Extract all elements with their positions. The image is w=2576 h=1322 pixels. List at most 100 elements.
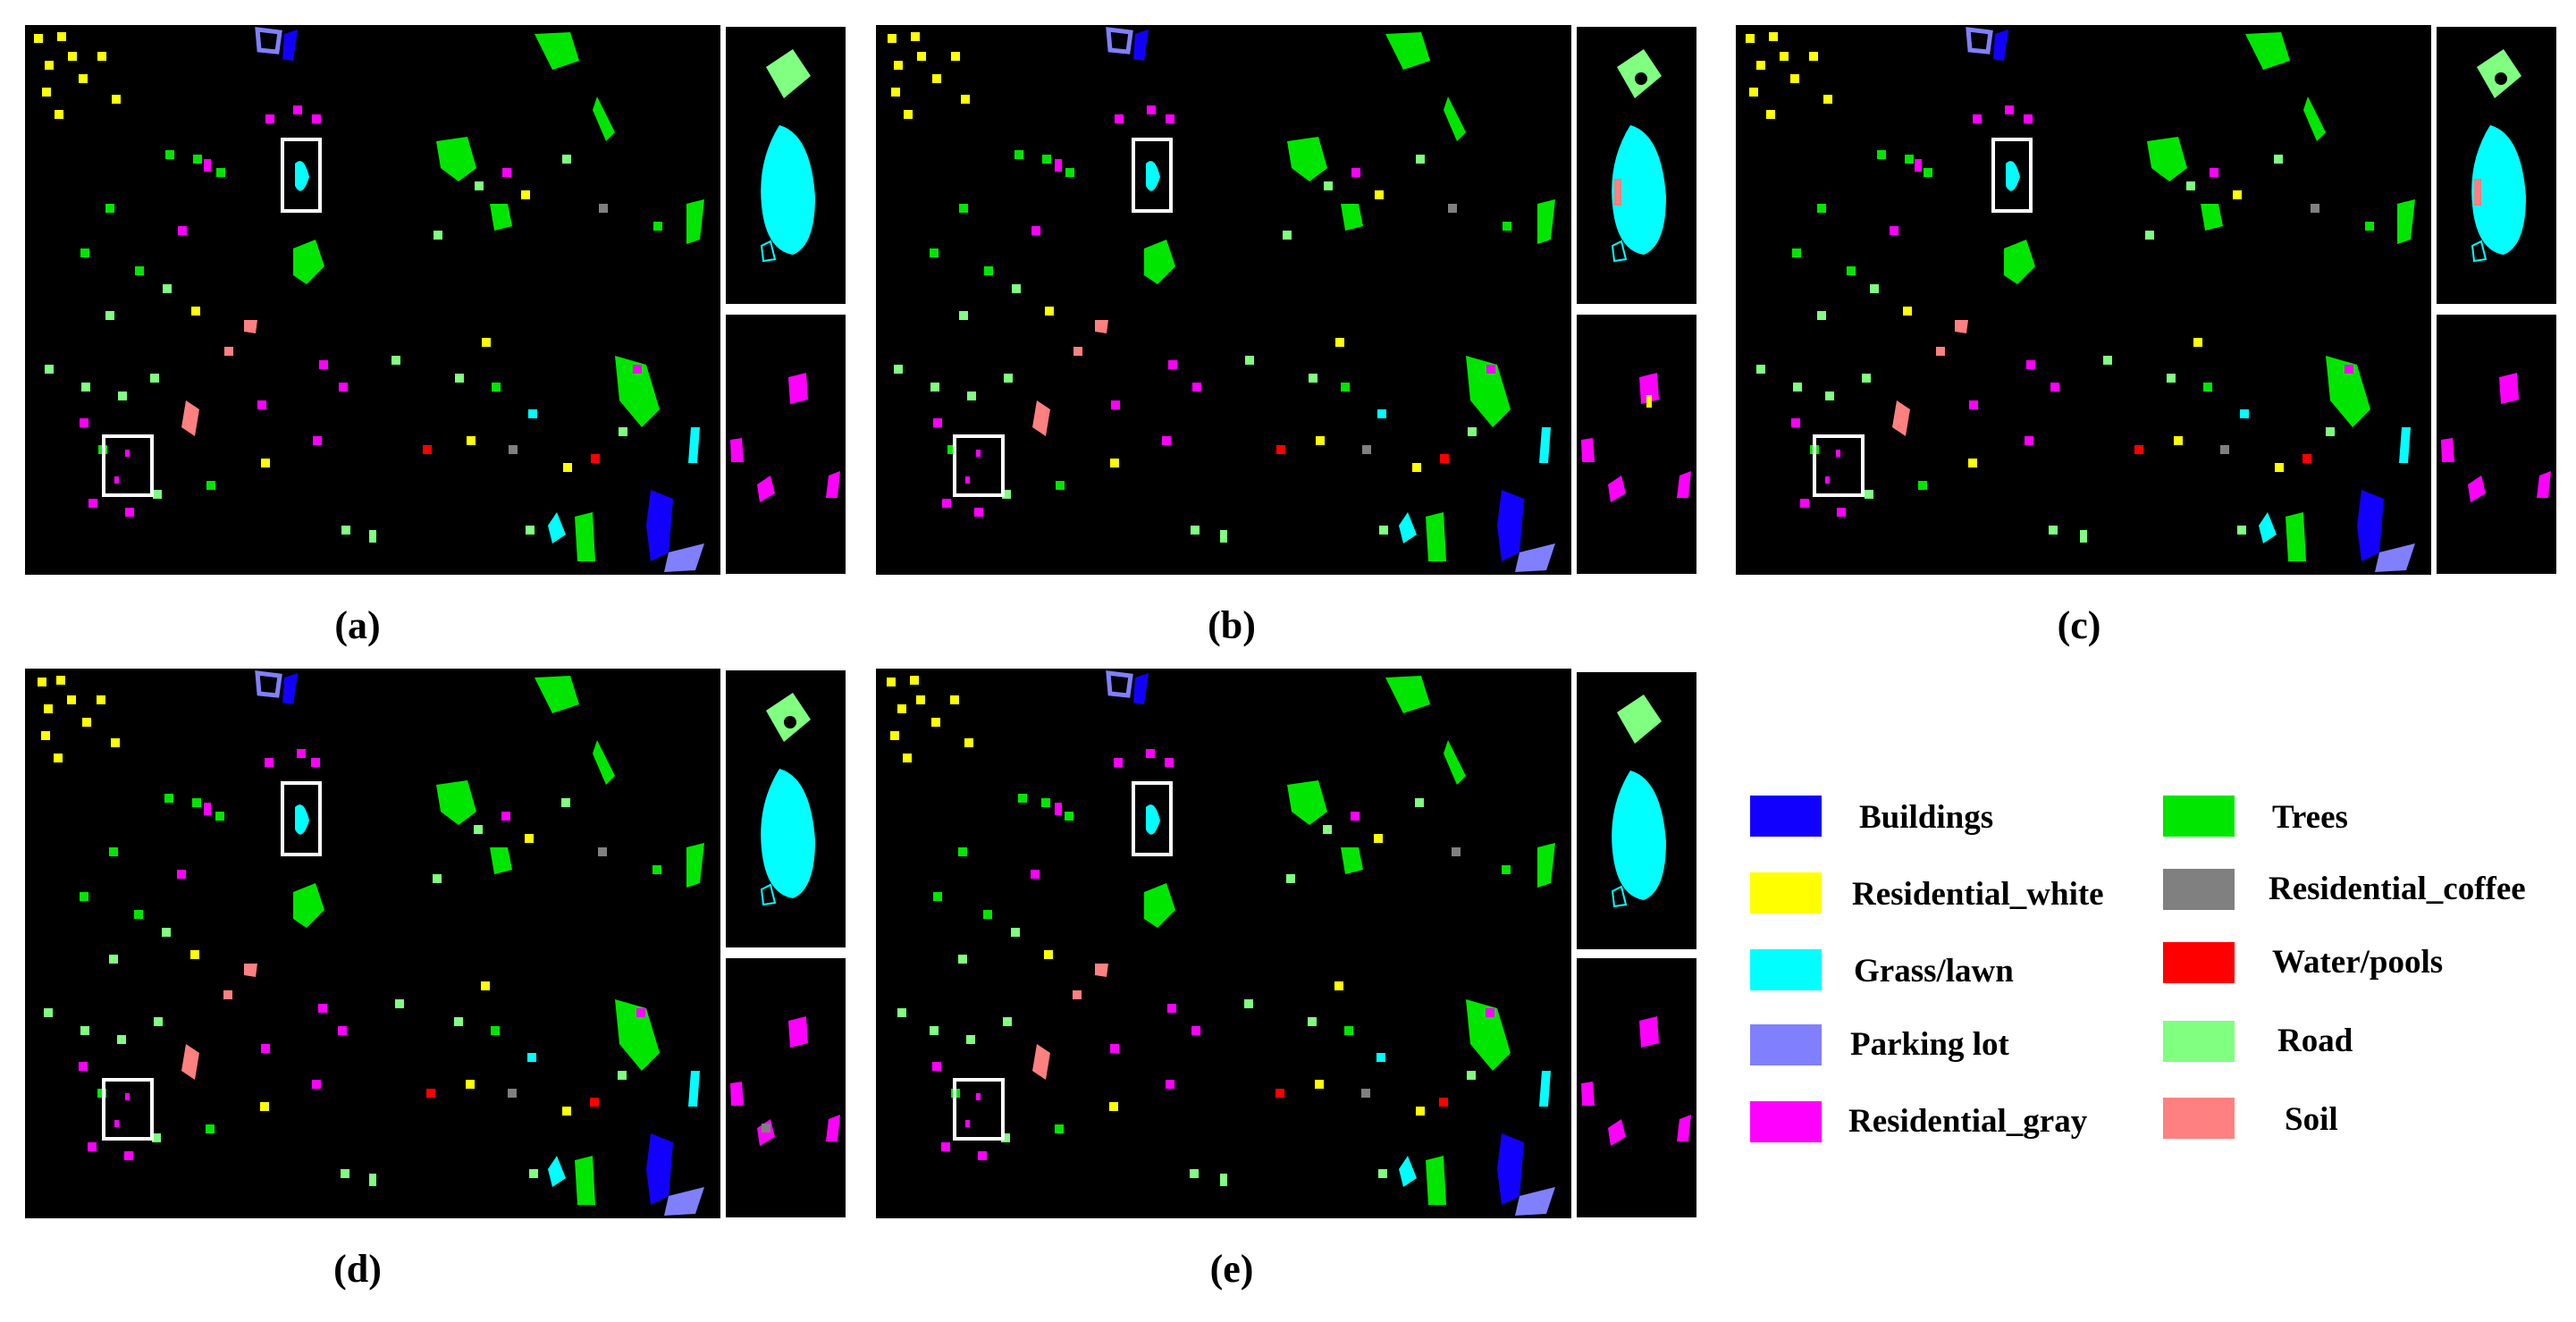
map-pixel-cluster [1056, 481, 1065, 490]
map-pixel-cluster [466, 1080, 475, 1089]
residential-gray-patch [1915, 159, 1922, 172]
map-pixel-cluster [2220, 445, 2229, 454]
map-pixel-cluster [391, 356, 400, 365]
zoom-top-c [2437, 27, 2556, 304]
map-pixel-cluster [339, 383, 348, 392]
tree-patch [1385, 32, 1430, 70]
map-pixel-cluster [1416, 1107, 1425, 1116]
map-pixel-cluster [1503, 222, 1511, 231]
tree-patch [2286, 512, 2306, 561]
map-pixel-cluster [261, 459, 270, 467]
map-pixel-cluster [2274, 155, 2283, 164]
zoom-top-graphic [760, 693, 815, 906]
grass-patch [761, 125, 815, 255]
map-pixel-cluster [1870, 284, 1879, 293]
map-pixel-cluster [1073, 990, 1082, 999]
tree-patch [593, 740, 615, 785]
map-pixel-cluster [1452, 847, 1461, 856]
map-pixel-cluster [1018, 794, 1027, 803]
map-pixel-cluster [491, 1026, 500, 1035]
tree-patch [535, 676, 579, 713]
map-pixel-cluster [492, 383, 501, 392]
tree-patch [490, 847, 512, 874]
zoom-bottom-graphic [2441, 373, 2551, 502]
grass-patch [548, 1156, 566, 1187]
map-pixel-cluster [341, 1169, 349, 1178]
map-pixel-cluster [1276, 445, 1285, 454]
residential-gray-patch [826, 1115, 840, 1141]
map-pixel-cluster [1374, 834, 1383, 843]
map-pixel-cluster [1286, 874, 1295, 883]
map-pixel-cluster [2026, 360, 2035, 369]
tree-patch [293, 883, 324, 928]
map-pixel-cluster [152, 1133, 161, 1142]
map-graphic [1746, 27, 2415, 572]
zoom-top-a [726, 27, 846, 304]
residential-gray-patch [2468, 476, 2486, 502]
map-pixel-cluster [897, 704, 906, 713]
grass-patch [1611, 885, 1628, 908]
tree-patch [575, 512, 595, 561]
zoom-bottom-a [726, 315, 846, 574]
panel-caption: (c) [2057, 603, 2101, 647]
map-pixel-cluster [67, 695, 76, 704]
building-patch [1133, 29, 1149, 61]
parking-lot-patch [255, 670, 282, 698]
map-pixel-cluster [261, 1044, 270, 1053]
zoom-bottom-d [726, 958, 846, 1217]
grass-patch [1146, 161, 1160, 191]
map-pixel-cluster [1823, 95, 1832, 104]
map-pixel-cluster [958, 955, 967, 964]
soil-patch [2474, 179, 2481, 206]
legend-label: Parking lot [1850, 1026, 2009, 1063]
map-pixel-cluster [312, 1080, 321, 1089]
residential-gray-patch [788, 373, 808, 404]
tree-patch [1385, 676, 1430, 713]
tree-patch [1537, 199, 1555, 244]
legend-label: Soil [2285, 1101, 2338, 1138]
map-pixel-cluster [2344, 365, 2353, 374]
legend-swatch-road [2163, 1021, 2235, 1062]
grass-patch [1539, 427, 1551, 463]
map-pixel-cluster [80, 1026, 89, 1035]
zoom-bottom-b [1577, 315, 1696, 574]
map-pixel-cluster [1968, 459, 1977, 467]
map-pixel-cluster [190, 950, 199, 959]
map-pixel-cluster [1905, 155, 1914, 164]
tree-patch [1466, 999, 1511, 1071]
map-pixel-cluster [2237, 526, 2246, 535]
map-pixel-cluster [1467, 1071, 1476, 1080]
tree-patch [2245, 32, 2290, 70]
map-pixel-cluster [1166, 114, 1174, 123]
legend-label: Residential_gray [1848, 1103, 2088, 1140]
legend-swatch-water-pools [2163, 942, 2235, 983]
map-pixel-cluster [1014, 150, 1023, 159]
grass-patch [1612, 770, 1666, 900]
residential-gray-patch [125, 1093, 130, 1100]
map-graphic [888, 27, 1555, 572]
map-pixel-cluster [1315, 1080, 1324, 1089]
map-pixel-cluster [224, 347, 233, 356]
map-graphic [887, 670, 1555, 1216]
tree-patch [2303, 97, 2326, 141]
parking-lot-patch [1515, 543, 1555, 572]
map-pixel-cluster [1486, 1008, 1494, 1017]
map-pixel-cluster [206, 1124, 215, 1133]
map-pixel-cluster [1756, 365, 1765, 374]
map-pixel-cluster [784, 716, 796, 728]
map-pixel-cluster [80, 418, 88, 427]
map-pixel-cluster [561, 798, 570, 807]
map-pixel-cluster [942, 499, 951, 508]
map-pixel-cluster [964, 738, 973, 747]
zoom-bottom-graphic [1581, 1016, 1691, 1146]
map-pixel-cluster [1191, 1026, 1200, 1035]
map-pixel-cluster [1004, 374, 1013, 383]
map-pixel-cluster [947, 445, 956, 454]
soil-patch [244, 320, 257, 333]
zoom-bottom-graphic [1581, 373, 1691, 502]
tree-patch [1287, 780, 1327, 825]
classification-map-e [876, 669, 1571, 1218]
map-pixel-cluster [112, 95, 121, 104]
grass-patch [295, 804, 309, 835]
map-pixel-cluster [42, 88, 51, 97]
